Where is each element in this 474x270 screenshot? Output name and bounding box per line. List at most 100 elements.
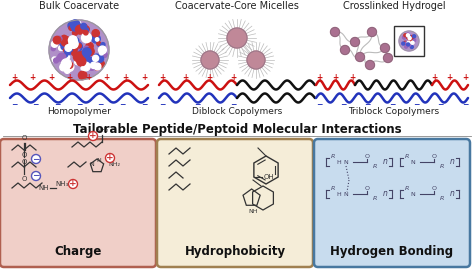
Circle shape: [404, 41, 407, 44]
Circle shape: [65, 45, 72, 51]
Circle shape: [72, 27, 76, 31]
Circle shape: [60, 63, 67, 71]
Circle shape: [56, 57, 61, 61]
Circle shape: [83, 25, 87, 29]
Text: O: O: [21, 135, 27, 141]
Text: +: +: [89, 131, 97, 140]
Text: +: +: [182, 73, 189, 83]
Circle shape: [73, 27, 76, 31]
Circle shape: [61, 36, 71, 46]
Text: −: −: [340, 100, 346, 110]
Text: −: −: [365, 100, 371, 110]
Circle shape: [97, 42, 100, 45]
Text: −: −: [194, 100, 201, 110]
Circle shape: [410, 45, 413, 49]
Circle shape: [383, 53, 392, 62]
Circle shape: [407, 36, 410, 39]
Circle shape: [54, 58, 58, 63]
Text: H: H: [337, 160, 341, 164]
Circle shape: [61, 44, 66, 50]
Circle shape: [406, 36, 409, 39]
Text: −: −: [33, 100, 39, 110]
Circle shape: [406, 41, 409, 44]
Text: OH: OH: [264, 174, 274, 180]
Circle shape: [81, 67, 84, 70]
Text: N: N: [410, 160, 415, 164]
Circle shape: [97, 43, 100, 46]
Text: O: O: [431, 187, 437, 191]
Circle shape: [95, 65, 100, 70]
Circle shape: [86, 43, 93, 50]
Circle shape: [97, 55, 104, 62]
Circle shape: [411, 35, 414, 38]
Circle shape: [330, 28, 339, 36]
Text: +: +: [230, 73, 236, 83]
Circle shape: [72, 52, 75, 55]
Circle shape: [78, 71, 87, 80]
Text: −: −: [438, 100, 444, 110]
Text: n: n: [383, 190, 387, 198]
Circle shape: [59, 37, 69, 47]
Circle shape: [31, 171, 40, 181]
Circle shape: [82, 53, 89, 60]
Text: Hydrogen Bonding: Hydrogen Bonding: [330, 245, 454, 258]
Circle shape: [75, 25, 84, 34]
Circle shape: [81, 54, 84, 58]
Text: n: n: [449, 157, 455, 167]
Text: −: −: [230, 100, 236, 110]
Text: H: H: [337, 191, 341, 197]
Circle shape: [69, 180, 78, 188]
Circle shape: [91, 62, 97, 69]
Circle shape: [95, 38, 99, 41]
Circle shape: [68, 21, 76, 30]
Text: O: O: [365, 154, 370, 160]
Text: O: O: [431, 154, 437, 160]
Circle shape: [58, 53, 66, 61]
Circle shape: [66, 55, 70, 59]
Text: −: −: [389, 100, 395, 110]
Circle shape: [82, 48, 91, 57]
Text: Coacervate-Core Micelles: Coacervate-Core Micelles: [175, 1, 299, 11]
Text: R: R: [373, 197, 377, 201]
Circle shape: [63, 53, 68, 57]
Text: N: N: [90, 163, 94, 167]
Circle shape: [247, 51, 265, 69]
Circle shape: [83, 31, 88, 35]
Text: O: O: [365, 187, 370, 191]
FancyBboxPatch shape: [394, 26, 424, 56]
Text: −: −: [32, 171, 40, 181]
Text: N: N: [97, 157, 101, 163]
Circle shape: [82, 51, 86, 55]
Circle shape: [65, 59, 69, 63]
Text: +: +: [11, 73, 17, 83]
Circle shape: [77, 44, 82, 48]
Circle shape: [407, 41, 410, 44]
Text: R: R: [440, 164, 444, 170]
Circle shape: [350, 38, 359, 46]
Circle shape: [402, 36, 405, 39]
Text: −: −: [413, 100, 419, 110]
Circle shape: [52, 57, 57, 62]
Circle shape: [84, 25, 87, 28]
Circle shape: [411, 41, 414, 44]
Text: +: +: [66, 73, 73, 83]
Circle shape: [82, 62, 90, 71]
Text: +: +: [462, 73, 468, 83]
Circle shape: [66, 62, 73, 68]
Circle shape: [73, 52, 83, 62]
Text: Bulk Coacervate: Bulk Coacervate: [39, 1, 119, 11]
Circle shape: [94, 63, 101, 70]
Circle shape: [201, 51, 219, 69]
Circle shape: [89, 60, 98, 69]
Text: O: O: [21, 152, 27, 158]
Circle shape: [83, 46, 90, 52]
Circle shape: [73, 42, 82, 51]
Circle shape: [102, 52, 107, 57]
Text: NH₃: NH₃: [55, 181, 69, 187]
FancyBboxPatch shape: [314, 139, 470, 267]
Circle shape: [51, 47, 55, 51]
Circle shape: [413, 35, 416, 38]
Circle shape: [402, 42, 405, 45]
Circle shape: [31, 154, 40, 164]
Circle shape: [406, 34, 410, 37]
